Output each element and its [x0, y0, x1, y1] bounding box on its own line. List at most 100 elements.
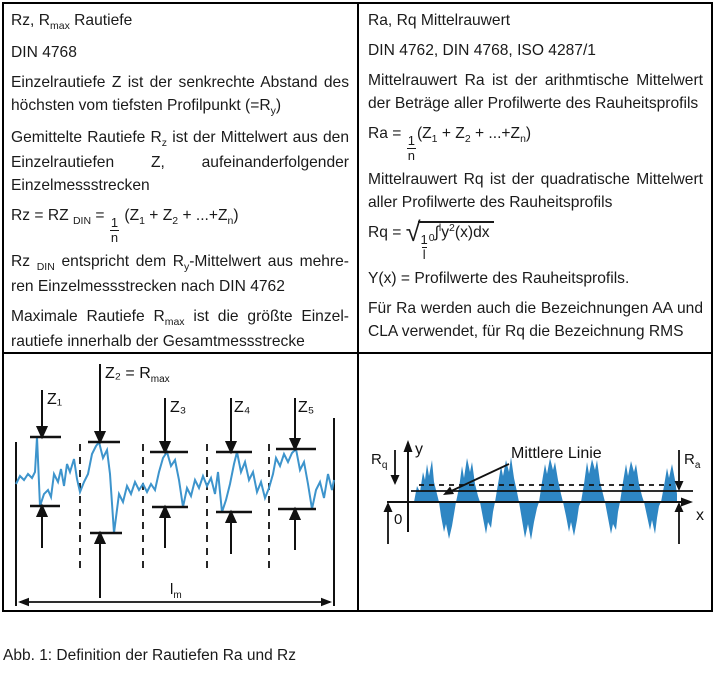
- ra-rq-alias-text: Für Ra werden auch die Bezeichnungen AA …: [368, 297, 703, 343]
- text-run: (x)dx: [454, 224, 490, 241]
- text-run: ∫: [434, 224, 439, 241]
- text-run: Y(x) = Profilwerte des Rauheitsprofils.: [368, 270, 630, 287]
- text-run: + Z: [144, 207, 173, 224]
- label-z2-rmax: Z₂ = Rmax: [105, 365, 170, 385]
- rq-formula: Rq = √ 1 l 0∫ ly2(x)dx: [368, 219, 703, 261]
- text-run: DIN 4768: [11, 44, 77, 61]
- roughness-profile-line: [15, 436, 335, 534]
- rz-gemittelte-text: Gemittelte Rautiefe Rz ist der Mittelwer…: [11, 126, 349, 197]
- text-run: Rq =: [368, 224, 406, 241]
- yx-note: Y(x) = Profilwerte des Rauheitsprofils.: [368, 267, 703, 290]
- text-run: (Z: [416, 125, 432, 142]
- run-sub: n: [520, 133, 526, 145]
- label-mean-line: Mittlere Linie: [511, 445, 602, 462]
- text-run: Mittelrauwert Ra ist der arithmtische Mi…: [368, 72, 703, 112]
- text-run: ist die größte Einzel­rautiefe innerhalb…: [11, 308, 349, 350]
- rz-einzelrautiefe-text: Einzelrautiefe Z ist der senkrechte Abst…: [11, 71, 349, 119]
- run-sub: y: [270, 105, 276, 117]
- label-origin: 0: [394, 511, 402, 528]
- run-sub: 2: [172, 215, 179, 227]
- roughness-wave-fill: [414, 457, 677, 540]
- label-z1: Z₁: [47, 391, 62, 408]
- text-run: Rz = RZ: [11, 207, 73, 224]
- text-run: entspricht dem R: [54, 253, 184, 270]
- text-run: Rz, R: [11, 12, 50, 29]
- text-run: Einzelrautiefe Z ist der senkrechte Abst…: [11, 74, 349, 114]
- label-y-axis: y: [415, 441, 423, 458]
- ra-norms-line: DIN 4762, DIN 4768, ISO 4287/1: [368, 39, 703, 62]
- text-run: Rautiefe: [69, 12, 133, 29]
- text-run: Ra =: [368, 125, 406, 142]
- rz-rmax-text: Maximale Rautiefe Rmax ist die größte Ei…: [11, 305, 349, 352]
- text-run: Ra, Rq Mittelrauwert: [368, 12, 511, 29]
- run-sqrt: √: [405, 217, 421, 247]
- cell-ra-definition: Ra, Rq Mittelrauwert DIN 4762, DIN 4768,…: [359, 4, 711, 354]
- fraction-denominator: l: [421, 247, 427, 262]
- text-run: ): [525, 125, 532, 142]
- ra-profile-figure: Rq Ra y x 0 Mittlere Linie: [371, 440, 704, 544]
- label-z3: Z₃: [170, 399, 186, 416]
- run-sub: n: [227, 215, 234, 227]
- rz-norm-line: DIN 4768: [11, 41, 349, 64]
- rz-profile-figure: Z₁ Z₂ = Rmax Z₃ Z₄ Z₅ lm: [15, 364, 335, 607]
- text-run: DIN 4762, DIN 4768, ISO 4287/1: [368, 42, 596, 59]
- label-x-axis: x: [696, 507, 704, 524]
- z-dimension-arrows: [35, 364, 302, 598]
- measure-boundary-lines: [15, 418, 335, 606]
- z-labels: Z₁ Z₂ = Rmax Z₃ Z₄ Z₅: [47, 365, 314, 416]
- axes: [387, 440, 693, 532]
- run-sub: 2: [464, 133, 471, 145]
- text-run: ): [233, 207, 239, 224]
- text-run: y: [441, 224, 450, 241]
- text-run: Mittelrauwert Rq ist der quadratische Mi…: [368, 171, 703, 211]
- text-run: Rz: [11, 253, 37, 270]
- text-run: Gemittelte Rautiefe R: [11, 129, 162, 146]
- text-run: + ...+Z: [178, 207, 228, 224]
- text-run: =: [91, 207, 109, 224]
- peak-valley-caps: [30, 435, 316, 535]
- run-sub: max: [164, 316, 185, 328]
- text-run: (Z: [120, 207, 140, 224]
- text-run: Maximale Rautiefe R: [11, 308, 165, 325]
- run-sub: 0: [428, 232, 435, 244]
- label-z4: Z₄: [234, 399, 250, 416]
- figure-rz-profile-cell: Z₁ Z₂ = Rmax Z₃ Z₄ Z₅ lm: [4, 354, 359, 610]
- run-sub: z: [161, 137, 168, 149]
- label-ra: Ra: [684, 451, 701, 471]
- run-sub: DIN: [72, 215, 92, 227]
- ra-definition-text: Mittelrauwert Ra ist der arithmtische Mi…: [368, 69, 703, 115]
- lm-dimension-arrow: [18, 597, 332, 607]
- ra-title-line: Ra, Rq Mittelrauwert: [368, 9, 703, 32]
- text-run: ): [275, 97, 282, 114]
- run-overline: 1 l 0∫ ly2(x)dx: [417, 221, 494, 261]
- run-sub: 1: [139, 215, 145, 227]
- run-sub: max: [49, 20, 70, 32]
- text-run: + Z: [437, 125, 465, 142]
- fraction-numerator: 1: [407, 133, 415, 148]
- figure-caption: Abb. 1: Definition der Rautiefen Ra und …: [3, 647, 296, 664]
- text-run: -Mittelwert aus mehre­ren Einzelmessstre…: [11, 253, 349, 295]
- figure-ra-profile-cell: Rq Ra y x 0 Mittlere Linie: [359, 354, 711, 610]
- run-sub: y: [183, 261, 190, 273]
- fraction-denominator: n: [406, 148, 416, 163]
- run-sub: 1: [431, 133, 438, 145]
- label-lm: lm: [170, 581, 182, 601]
- text-run: + ...+Z: [470, 125, 521, 142]
- rz-title-line: Rz, Rmax Rautiefe: [11, 9, 349, 34]
- label-z5: Z₅: [298, 399, 314, 416]
- fraction-numerator: 1: [110, 215, 119, 230]
- text-run: ist der Mittelwert aus den Einzelrautief…: [11, 129, 350, 194]
- rz-din-note: Rz DIN entspricht dem Ry-Mittelwert aus …: [11, 250, 349, 298]
- rq-definition-text: Mittelrauwert Rq ist der quadratische Mi…: [368, 168, 703, 214]
- run-sub: DIN: [36, 261, 55, 273]
- definition-table: Rz, Rmax Rautiefe DIN 4768 Einzelrautief…: [2, 2, 713, 612]
- text-run: Für Ra werden auch die Bezeichnungen AA …: [368, 300, 703, 340]
- run-sup: 2: [449, 222, 455, 234]
- cell-rz-definition: Rz, Rmax Rautiefe DIN 4768 Einzelrautief…: [4, 4, 359, 354]
- fraction-numerator: 1: [420, 232, 428, 247]
- fraction-denominator: n: [109, 230, 120, 245]
